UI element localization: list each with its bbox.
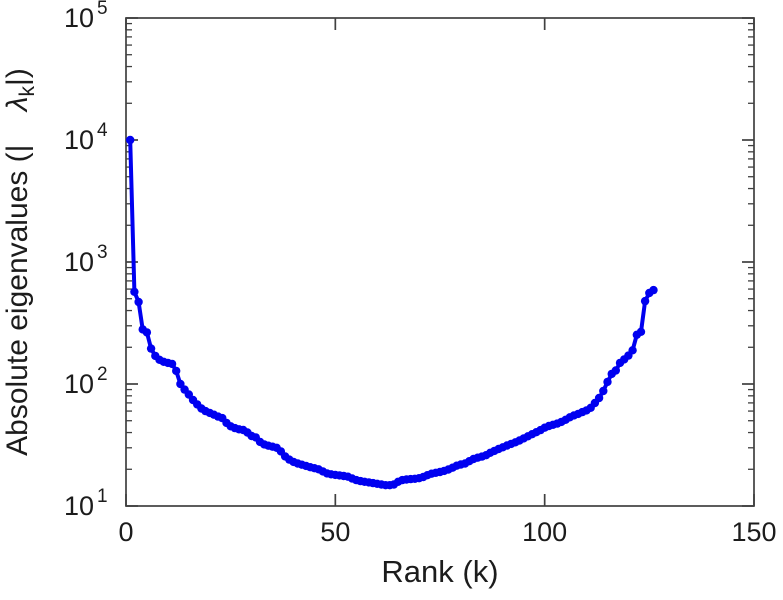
- data-point: [126, 135, 135, 145]
- y-tick-label: 10 4: [64, 120, 108, 155]
- x-tick-label: 100: [522, 517, 567, 547]
- data-point: [142, 328, 152, 337]
- series-line: [128, 138, 656, 488]
- plot-box: [125, 17, 755, 507]
- data-point: [599, 386, 608, 396]
- data-point: [146, 344, 156, 353]
- data-point: [611, 366, 620, 375]
- y-tick-label: 10 1: [64, 486, 108, 521]
- y-tick-label: 10 3: [64, 242, 108, 277]
- x-axis-title: Rank (k): [381, 554, 498, 589]
- eigenvalue-series: [126, 135, 658, 490]
- axes-frame: [125, 17, 755, 507]
- data-point: [594, 393, 604, 403]
- data-point: [603, 377, 612, 387]
- data-point: [172, 366, 181, 376]
- axis-major-ticks: [125, 17, 755, 507]
- data-point: [649, 285, 658, 295]
- data-point: [628, 346, 637, 355]
- tick-labels: 10 1 10 2 10 3 10 4 10 5 0 50 100 150: [64, 0, 777, 547]
- y-tick-label: 10 5: [64, 0, 108, 33]
- data-point: [134, 297, 143, 307]
- y-axis-minor-ticks: [126, 22, 754, 470]
- x-tick-label: 50: [320, 517, 350, 547]
- data-point: [167, 359, 177, 369]
- x-tick-label: 150: [731, 517, 776, 547]
- y-axis-title: Absolute eigenvalues (| λk|): [1, 68, 39, 456]
- data-point: [130, 287, 139, 296]
- y-tick-label: 10 2: [64, 364, 108, 399]
- x-tick-label: 0: [118, 517, 133, 547]
- data-point: [636, 327, 646, 336]
- data-point: [640, 296, 650, 306]
